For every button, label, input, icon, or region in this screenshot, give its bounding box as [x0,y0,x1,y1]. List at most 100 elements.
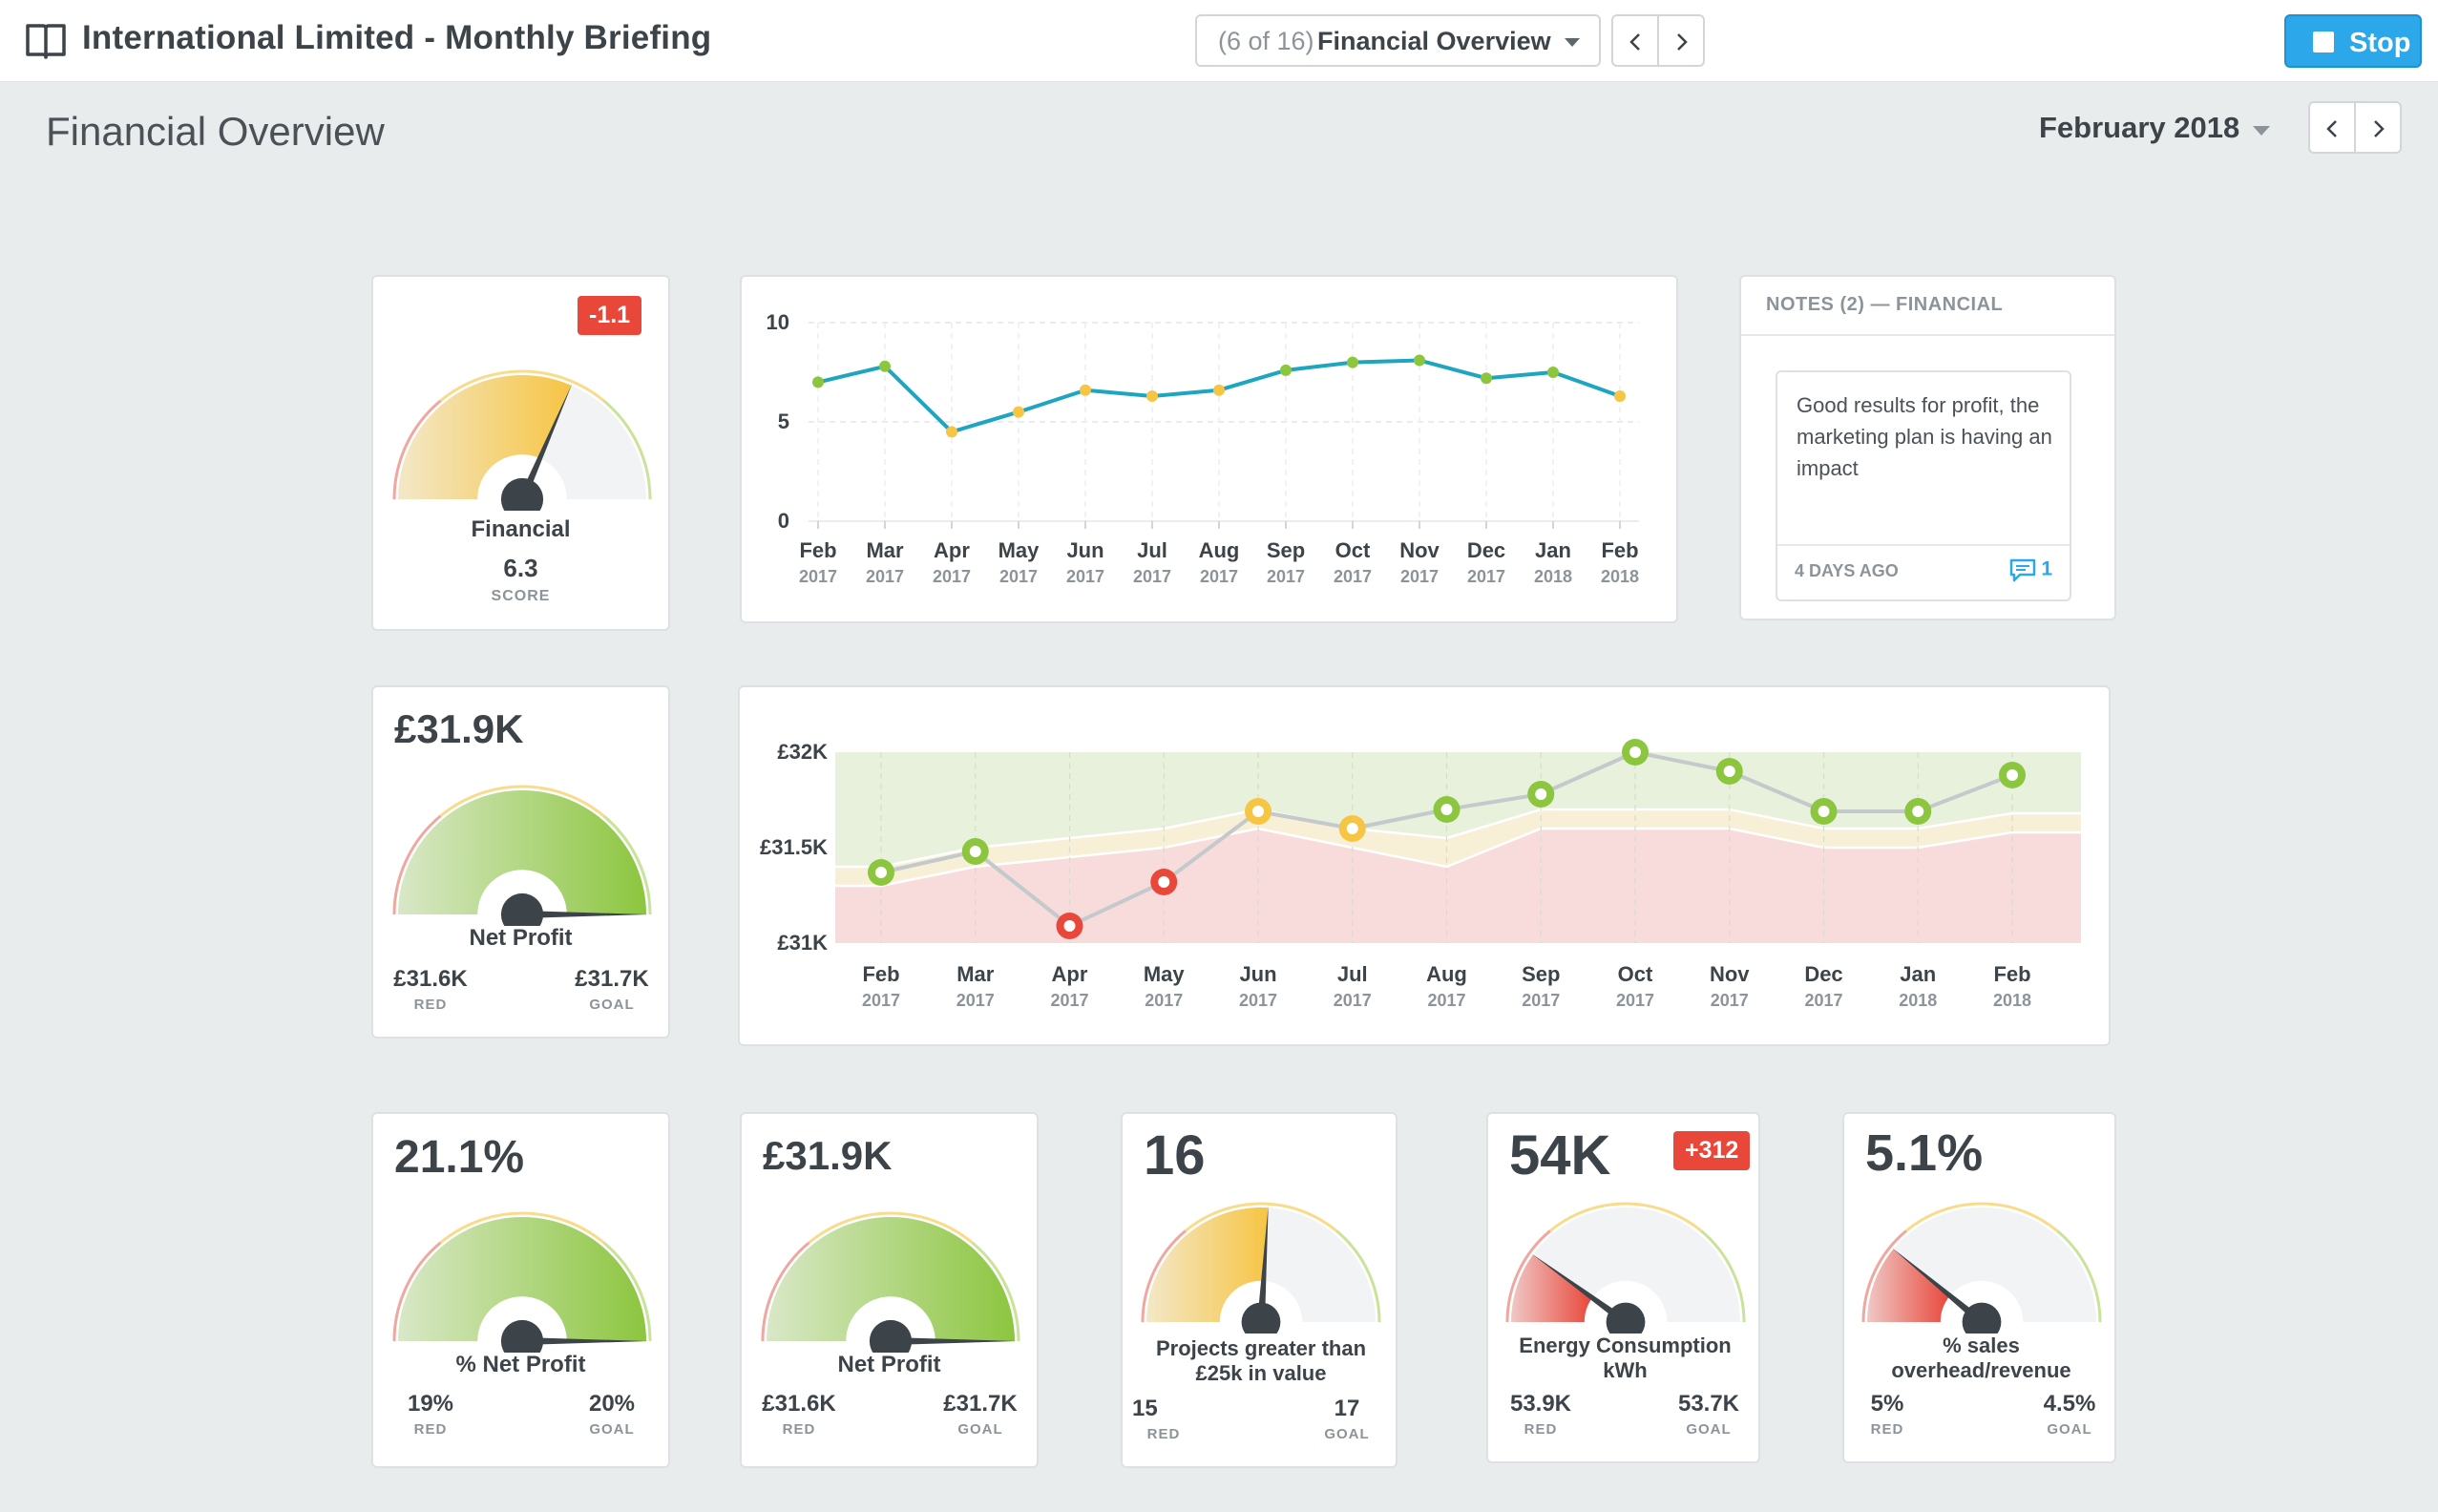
net-profit-trend-chart: £31K £31.5K £32K Feb 2017 Mar 2017 Apr 2017 May 20… [738,685,2111,1046]
data-point [879,360,891,372]
data-point [1213,384,1225,396]
kpi-name: Energy Consumption kWh [1519,1334,1732,1382]
gauge-rim-green [602,814,652,915]
x-tick-year: 2018 [1993,991,2031,1010]
gauge-rim-amber [439,785,605,817]
data-point [1614,389,1626,402]
kpi-value: 5.1% [1865,1124,1984,1182]
net-profit-name: Net Profit [469,925,573,951]
previous-slide-button[interactable] [1611,14,1659,67]
next-slide-button[interactable] [1657,14,1705,67]
x-tick-year: 2017 [1050,991,1088,1010]
data-point-center [1158,876,1170,888]
x-tick-label: Mar [956,962,995,986]
next-period-button[interactable] [2354,101,2402,154]
chevron-down-icon[interactable] [2253,126,2270,136]
goal-label: GOAL [1324,1426,1370,1442]
x-tick-label: Nov [1710,962,1750,986]
x-tick-label: Sep [1267,538,1305,562]
x-tick-label: Feb [862,962,899,986]
kpi-gauge [1141,1202,1381,1334]
gauge-hub [500,892,544,926]
data-point [1414,354,1425,367]
kpi-name: % Net Profit [455,1352,586,1377]
previous-period-button[interactable] [2308,101,2356,154]
goal-label: GOAL [589,997,635,1013]
x-tick-label: Dec [1804,962,1842,986]
goal-label: GOAL [589,1421,635,1438]
gauge-hub [1606,1302,1646,1334]
data-point [812,376,824,388]
data-point-center [1252,806,1264,817]
kpi-gauge [761,1211,1020,1353]
gauge-fill [398,1216,646,1341]
gauge-rim-green [602,1241,652,1342]
gauge-needle [891,1337,1017,1345]
slide-selector[interactable]: (6 of 16) Financial Overview [1195,14,1601,67]
x-tick-year: 2017 [1427,991,1465,1010]
kpi-gauge [1505,1202,1746,1334]
stop-button[interactable]: Stop [2284,14,2422,68]
kpi-card-projects[interactable]: 16 Projects greater than £25k in value 1… [1121,1112,1398,1468]
kpi-value: £31.9K [763,1133,893,1178]
score-change-badge: -1.1 [578,296,642,335]
net-profit-card[interactable]: £31.9K Net Profit £31.6K RED £31.7K GOAL [371,685,670,1039]
red-threshold-label: RED [1524,1421,1558,1438]
period-selector[interactable]: February 2018 [2039,111,2240,144]
chevron-left-icon [2326,120,2337,137]
data-point [1547,367,1559,378]
slide-counter: (6 of 16) [1218,27,1314,55]
x-tick-year: 2017 [1200,567,1238,586]
gauge-rim-green [971,1241,1020,1342]
x-tick-year: 2018 [1601,567,1639,586]
kpi-card-energy[interactable]: 54K +312 Energy Consumption kWh 53.9K RE… [1486,1112,1760,1463]
kpi-value: 21.1% [394,1132,525,1183]
x-tick-year: 2017 [1804,991,1842,1010]
goal-label: GOAL [2047,1421,2092,1438]
x-tick-label: Feb [1601,538,1638,562]
kpi-gauge [392,1211,652,1353]
x-tick-year: 2018 [1899,991,1937,1010]
kpi-card-sales-overhead[interactable]: 5.1% % sales overhead/revenue 5% RED 4.5… [1842,1112,2116,1463]
score-gauge [392,369,652,511]
gauge-needle [522,1337,648,1345]
chevron-right-icon [2374,120,2385,137]
chevron-down-icon [1565,38,1580,47]
gauge-rim-green [2056,1229,2102,1323]
gauge-needle [1891,1248,1985,1326]
gauge-rim-green [1700,1229,1746,1323]
x-tick-label: Jun [1066,538,1103,562]
kpi-card-net-profit[interactable]: £31.9K Net Profit £31.6K RED £31.7K GOAL [740,1112,1039,1468]
goal-label: GOAL [957,1421,1003,1438]
x-tick-year: 2017 [1239,991,1277,1010]
data-point-center [1723,766,1735,777]
gauge-hub [500,477,544,511]
note-text: Good results for profit, the marketing p… [1797,393,2052,480]
red-threshold-label: RED [782,1421,816,1438]
y-tick-label: 10 [767,310,789,334]
gauge-hub [869,1319,913,1353]
x-tick-label: Aug [1426,962,1467,986]
x-tick-label: Jan [1900,962,1936,986]
top-bar: International Limited - Monthly Briefing… [0,0,2438,82]
score-line-chart: 0 5 10 Feb 2017 Mar 2017 Apr 2017 May 2017 Jun 2017 J… [767,310,1640,586]
data-point-center [1535,788,1547,800]
goal-value: 4.5% [2043,1391,2096,1417]
gauge-rim-red [392,1241,442,1342]
data-point-center [1818,806,1830,817]
net-profit-gauge [392,785,652,926]
kpi-card-net-profit-pct[interactable]: 21.1% % Net Profit 19% RED 20% GOAL [371,1112,670,1468]
gauge-rim-red [392,399,442,500]
x-tick-label: Jul [1337,962,1368,986]
data-point [1347,356,1358,368]
note-card[interactable]: Good results for profit, the marketing p… [1776,370,2071,601]
x-tick-label: Feb [1993,962,2030,986]
financial-score-card[interactable]: -1.1 Financial 6.3 SCORE [371,275,670,631]
goal-value: £31.7K [575,966,649,992]
kpi-value: 16 [1144,1124,1206,1186]
x-tick-year: 2017 [999,567,1038,586]
score-label: SCORE [491,588,551,604]
x-tick-label: Dec [1467,538,1505,562]
red-threshold-value: 15 [1132,1396,1158,1421]
comment-count[interactable]: 1 [2008,557,2052,582]
